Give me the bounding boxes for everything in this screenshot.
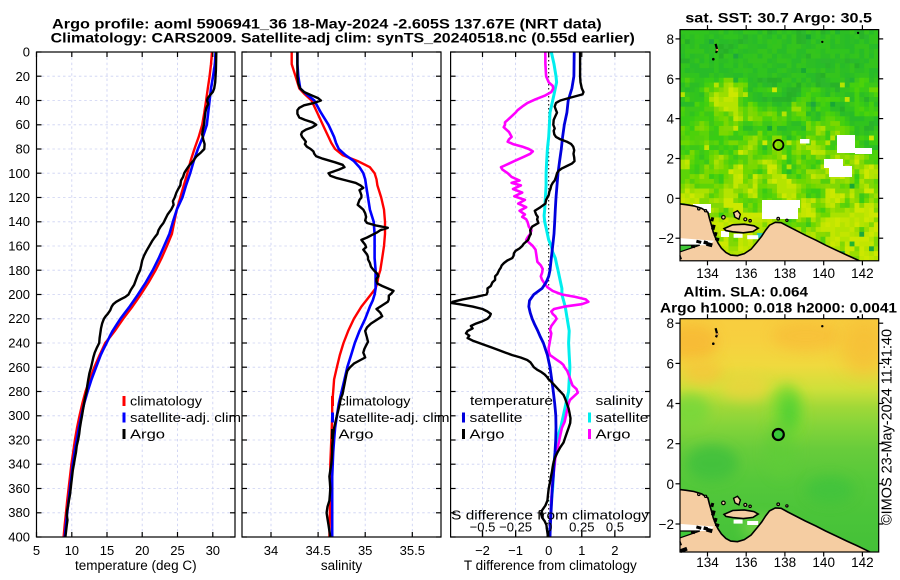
svg-text:satellite: satellite — [470, 410, 523, 425]
svg-text:4: 4 — [666, 112, 674, 127]
svg-text:20: 20 — [135, 543, 149, 558]
svg-text:180: 180 — [8, 263, 30, 278]
svg-text:0.5: 0.5 — [606, 520, 624, 535]
svg-text:220: 220 — [8, 311, 30, 326]
svg-text:4: 4 — [666, 397, 674, 412]
svg-text:0: 0 — [545, 543, 552, 558]
svg-text:salinity: salinity — [596, 393, 644, 408]
svg-text:Argo: Argo — [130, 427, 165, 442]
svg-text:©IMOS 23-May-2024 11:41:40: ©IMOS 23-May-2024 11:41:40 — [880, 329, 896, 525]
svg-text:0.25: 0.25 — [569, 520, 594, 535]
svg-text:Argo: Argo — [596, 427, 631, 442]
svg-text:0: 0 — [666, 477, 674, 492]
svg-text:S difference from climatology: S difference from climatology — [451, 508, 649, 523]
svg-text:sat. SST: 30.7 Argo: 30.5: sat. SST: 30.7 Argo: 30.5 — [685, 9, 872, 25]
svg-text:80: 80 — [16, 142, 30, 157]
svg-text:8: 8 — [666, 316, 674, 331]
svg-text:Argo: Argo — [339, 427, 374, 442]
svg-text:300: 300 — [8, 408, 30, 423]
svg-text:160: 160 — [8, 239, 30, 254]
svg-text:climatology: climatology — [130, 394, 203, 409]
svg-text:Argo: Argo — [470, 427, 505, 442]
svg-text:satellite-adj. clim: satellite-adj. clim — [130, 410, 241, 425]
svg-text:120: 120 — [8, 190, 30, 205]
svg-text:temperature: temperature — [470, 393, 553, 408]
svg-text:320: 320 — [8, 433, 30, 448]
svg-text:satellite-adj. clim: satellite-adj. clim — [339, 410, 450, 425]
svg-text:35: 35 — [358, 543, 372, 558]
svg-text:0: 0 — [545, 520, 552, 535]
svg-text:140: 140 — [8, 214, 30, 229]
svg-text:34.5: 34.5 — [305, 543, 330, 558]
svg-text:−2: −2 — [475, 543, 490, 558]
svg-text:136: 136 — [735, 266, 758, 281]
svg-text:0: 0 — [23, 45, 30, 60]
svg-text:2: 2 — [611, 543, 618, 558]
svg-text:35.5: 35.5 — [400, 543, 425, 558]
svg-text:280: 280 — [8, 384, 30, 399]
svg-text:140: 140 — [812, 266, 835, 281]
svg-text:15: 15 — [100, 543, 114, 558]
svg-text:2: 2 — [666, 152, 674, 167]
svg-text:T difference from climatology: T difference from climatology — [464, 558, 637, 573]
svg-text:30: 30 — [206, 543, 220, 558]
svg-text:Climatology: CARS2009. Satelli: Climatology: CARS2009. Satellite-adj cli… — [51, 31, 635, 46]
svg-text:136: 136 — [735, 555, 758, 570]
svg-text:−2: −2 — [659, 231, 674, 246]
svg-text:5: 5 — [33, 543, 40, 558]
svg-text:134: 134 — [696, 266, 719, 281]
svg-text:240: 240 — [8, 336, 30, 351]
svg-text:−2: −2 — [659, 517, 674, 532]
svg-text:200: 200 — [8, 287, 30, 302]
svg-text:climatology: climatology — [339, 394, 412, 409]
svg-text:0: 0 — [666, 191, 674, 206]
svg-text:satellite: satellite — [596, 410, 649, 425]
svg-text:2: 2 — [666, 437, 674, 452]
svg-text:340: 340 — [8, 457, 30, 472]
svg-text:60: 60 — [16, 117, 30, 132]
svg-text:140: 140 — [812, 555, 835, 570]
svg-text:Argo profile: aoml 5906941_36: Argo profile: aoml 5906941_36 18-May-202… — [52, 17, 602, 32]
svg-text:40: 40 — [16, 93, 30, 108]
svg-text:1: 1 — [578, 543, 585, 558]
svg-text:138: 138 — [774, 555, 797, 570]
svg-text:20: 20 — [16, 69, 30, 84]
svg-text:Altim. SLA: 0.064: Altim. SLA: 0.064 — [684, 284, 809, 300]
svg-text:8: 8 — [666, 32, 674, 47]
svg-text:25: 25 — [170, 543, 184, 558]
svg-text:10: 10 — [65, 543, 79, 558]
svg-text:260: 260 — [8, 360, 30, 375]
svg-text:400: 400 — [8, 530, 30, 545]
svg-text:salinity: salinity — [321, 558, 363, 573]
svg-text:138: 138 — [774, 266, 797, 281]
svg-text:360: 360 — [8, 481, 30, 496]
svg-text:142: 142 — [851, 266, 874, 281]
svg-text:6: 6 — [666, 356, 674, 371]
svg-text:−0.5: −0.5 — [470, 520, 496, 535]
svg-text:100: 100 — [8, 166, 30, 181]
svg-text:134: 134 — [696, 555, 719, 570]
svg-text:380: 380 — [8, 505, 30, 520]
svg-text:6: 6 — [666, 72, 674, 87]
svg-text:−1: −1 — [508, 543, 523, 558]
svg-text:−0.25: −0.25 — [499, 520, 532, 535]
svg-text:34: 34 — [264, 543, 278, 558]
svg-text:temperature (deg C): temperature (deg C) — [75, 558, 197, 573]
svg-text:142: 142 — [851, 555, 874, 570]
svg-text:Argo h1000: 0.018 h2000: 0.004: Argo h1000: 0.018 h2000: 0.0041 — [660, 300, 897, 316]
